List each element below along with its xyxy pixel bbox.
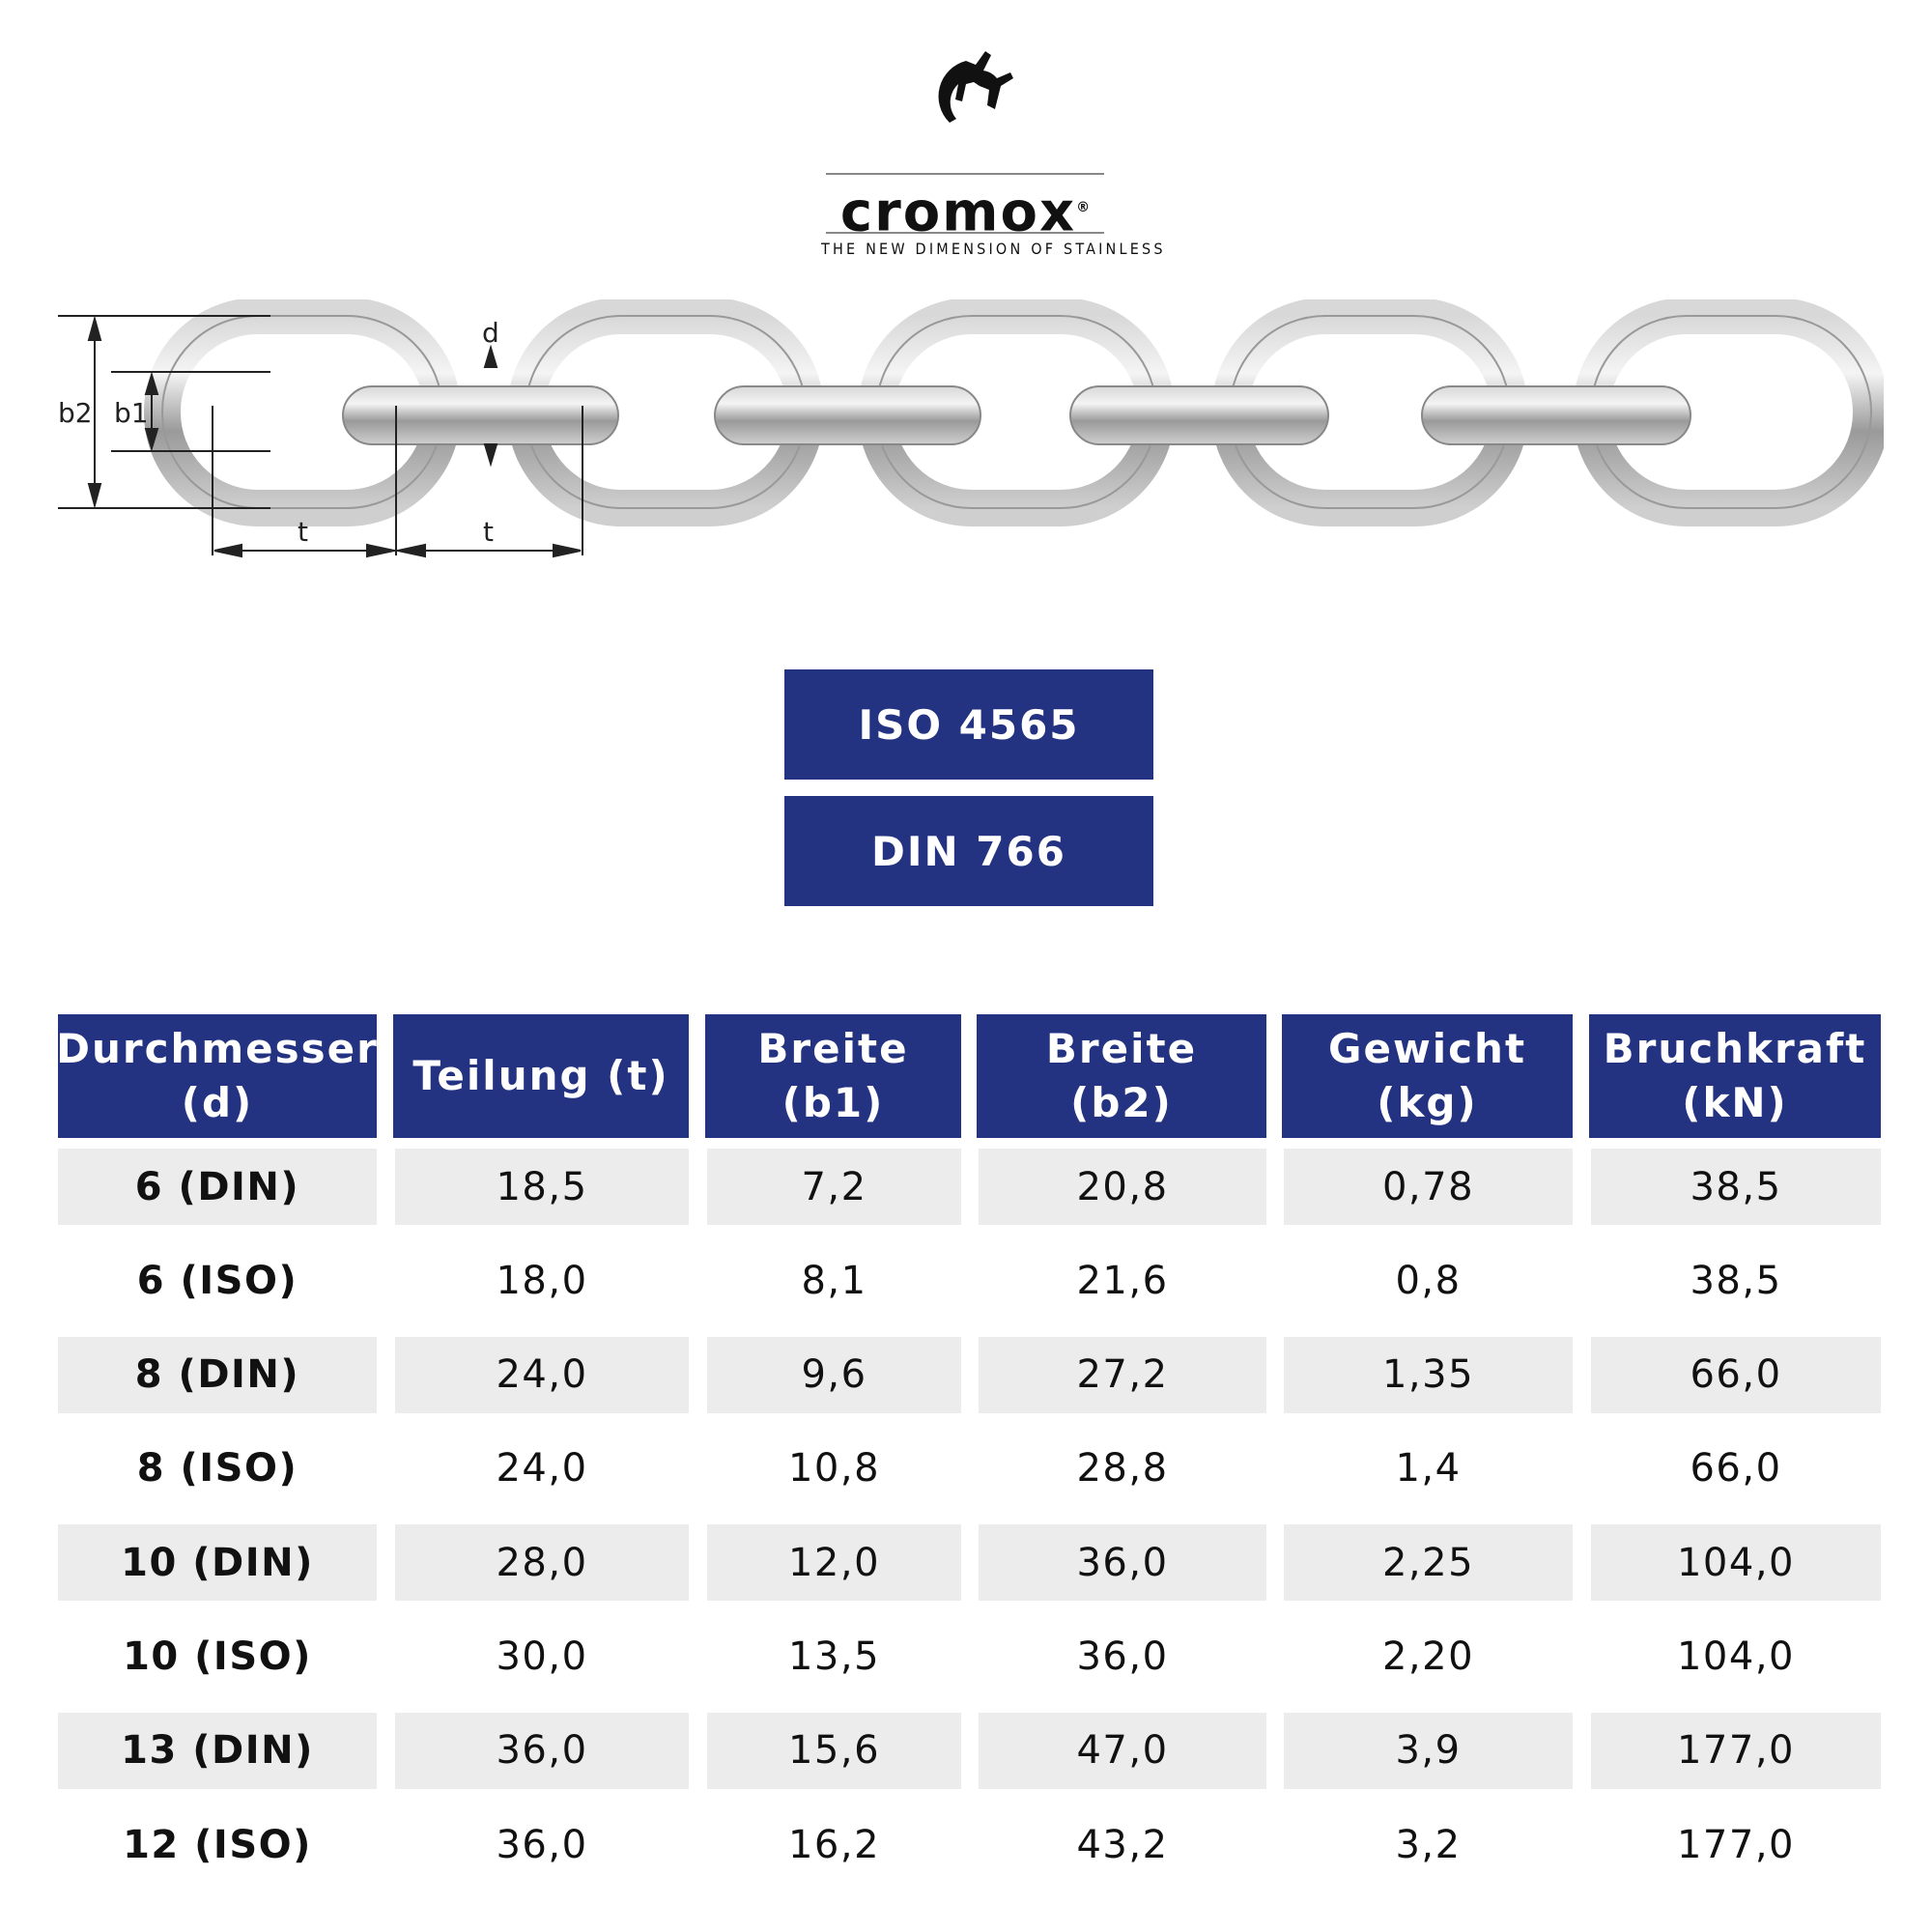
column-header: Gewicht (kg) — [1282, 1014, 1573, 1138]
d-label: d — [482, 317, 499, 349]
table-cell: 0,78 — [1284, 1149, 1573, 1225]
table-cell: 10,8 — [787, 1446, 881, 1492]
table-cell: 104,0 — [1591, 1524, 1881, 1602]
table-cell: 1,4 — [1395, 1446, 1462, 1492]
table-cell: 24,0 — [496, 1446, 588, 1492]
table-cell: 16,2 — [787, 1822, 881, 1867]
standard-badge-din: DIN 766 — [784, 796, 1153, 906]
row-label: 12 (ISO) — [123, 1822, 312, 1867]
table-cell: 47,0 — [979, 1712, 1266, 1789]
column-header-line: (kN) — [1682, 1079, 1788, 1126]
chain-link-edge — [714, 385, 981, 445]
column-header-line: (d) — [181, 1079, 254, 1126]
chain-link-edge — [342, 385, 619, 445]
table-cell: 66,0 — [1690, 1446, 1782, 1492]
chain-diagram: b2 b1 d t t — [58, 299, 1884, 558]
t-label-1: t — [298, 516, 308, 548]
table-cell: 18,0 — [496, 1258, 588, 1303]
table-cell: 104,0 — [1676, 1634, 1795, 1679]
row-label: 8 (ISO) — [136, 1446, 298, 1492]
cromox-emblem-icon — [938, 51, 1013, 123]
column-header-line: Breite — [757, 1025, 909, 1072]
table-cell: 177,0 — [1591, 1712, 1881, 1789]
logo-wordmark: cromox — [839, 181, 1077, 244]
table-cell: 3,2 — [1395, 1822, 1462, 1867]
column-header: Teilung (t) — [393, 1014, 689, 1138]
table-cell: 177,0 — [1676, 1822, 1795, 1867]
t-label-2: t — [483, 516, 494, 548]
table-cell: 28,8 — [1076, 1446, 1169, 1492]
table-cell: 20,8 — [979, 1149, 1266, 1225]
table-cell: 36,0 — [395, 1712, 689, 1789]
column-header-line: (b1) — [781, 1079, 885, 1126]
table-cell: 38,5 — [1690, 1258, 1782, 1303]
table-cell: 43,2 — [1076, 1822, 1169, 1867]
cromox-logo: cromox® THE NEW DIMENSION OF STAINLESS — [821, 43, 1163, 258]
standard-badge-iso: ISO 4565 — [784, 669, 1153, 780]
table-cell: 36,0 — [979, 1524, 1266, 1602]
column-header-line: Bruchkraft — [1603, 1025, 1867, 1072]
column-header: Bruchkraft (kN) — [1589, 1014, 1881, 1138]
table-cell: 12,0 — [707, 1524, 961, 1602]
table-cell: 9,6 — [707, 1336, 961, 1413]
row-label: 10 (DIN) — [58, 1524, 377, 1602]
table-cell: 27,2 — [979, 1336, 1266, 1413]
table-cell: 36,0 — [496, 1822, 588, 1867]
column-header-line: Teilung (t) — [412, 1052, 669, 1099]
registered-mark: ® — [1076, 200, 1093, 215]
table-cell: 66,0 — [1591, 1336, 1881, 1413]
table-cell: 18,5 — [395, 1149, 689, 1225]
table-cell: 15,6 — [707, 1712, 961, 1789]
table-cell: 2,20 — [1381, 1634, 1475, 1679]
chain-link-edge — [1421, 385, 1691, 445]
table-cell: 24,0 — [395, 1336, 689, 1413]
column-header-line: Gewicht — [1327, 1025, 1527, 1072]
row-label: 8 (DIN) — [58, 1336, 377, 1413]
row-label: 10 (ISO) — [123, 1634, 312, 1679]
logo-tagline: THE NEW DIMENSION OF STAINLESS — [821, 240, 1166, 258]
table-cell: 7,2 — [707, 1149, 961, 1225]
column-header-line: (kg) — [1377, 1079, 1478, 1126]
table-cell: 3,9 — [1284, 1712, 1573, 1789]
table-cell: 8,1 — [801, 1258, 867, 1303]
column-header: Breite (b2) — [977, 1014, 1266, 1138]
table-cell: 2,25 — [1284, 1524, 1573, 1602]
column-header: Durchmesser (d) — [56, 1014, 379, 1138]
b1-label: b1 — [114, 397, 149, 429]
column-header-line: (b2) — [1070, 1079, 1173, 1126]
chain-link-edge — [1069, 385, 1329, 445]
column-header: Breite (b1) — [705, 1014, 961, 1138]
table-cell: 38,5 — [1591, 1149, 1881, 1225]
table-cell: 30,0 — [496, 1634, 588, 1679]
row-label: 6 (DIN) — [58, 1149, 377, 1225]
table-cell: 28,0 — [395, 1524, 689, 1602]
table-cell: 0,8 — [1395, 1258, 1462, 1303]
table-cell: 36,0 — [1076, 1634, 1169, 1679]
row-label: 6 (ISO) — [136, 1258, 298, 1303]
table-cell: 1,35 — [1284, 1336, 1573, 1413]
table-cell: 13,5 — [787, 1634, 881, 1679]
row-label: 13 (DIN) — [58, 1712, 377, 1789]
column-header-line: Durchmesser — [56, 1025, 379, 1072]
column-header-line: Breite — [1045, 1025, 1198, 1072]
table-cell: 21,6 — [1076, 1258, 1169, 1303]
b2-label: b2 — [58, 397, 93, 429]
